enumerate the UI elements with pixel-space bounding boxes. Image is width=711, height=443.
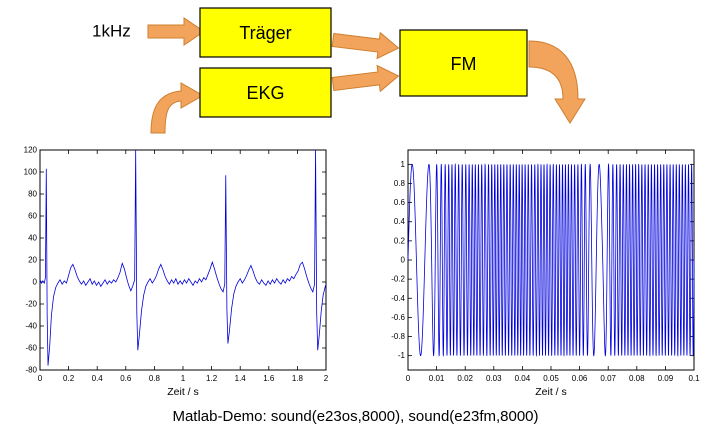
svg-text:0.04: 0.04 xyxy=(515,374,531,383)
fm-figure: 0 0.01 0.02 0.03 0.04 0.05 0.06 0.07 0.08 0.09 0.1… xyxy=(378,144,700,407)
svg-text:20: 20 xyxy=(28,256,37,265)
fm-box xyxy=(399,29,528,97)
svg-text:-1: -1 xyxy=(398,351,406,360)
svg-text:0.2: 0.2 xyxy=(63,374,75,383)
svg-text:0.8: 0.8 xyxy=(394,179,406,188)
svg-text:0.2: 0.2 xyxy=(394,236,406,245)
ekg-figure: 0 0.2 0.4 0.6 0.8 1 1.2 1.4 1.6 1.8 2 -80 -60 -40 -20 0… xyxy=(10,144,332,407)
traeger-label: Träger xyxy=(239,23,291,43)
svg-text:-60: -60 xyxy=(25,344,37,353)
svg-text:0.6: 0.6 xyxy=(120,374,132,383)
svg-text:0: 0 xyxy=(406,374,411,383)
arrow-1khz-to-traeger-icon xyxy=(147,17,205,46)
svg-text:120: 120 xyxy=(24,146,38,155)
arrow-ekg-to-fm-icon xyxy=(331,64,400,93)
ekg-label: EKG xyxy=(246,83,284,103)
svg-text:0: 0 xyxy=(401,256,406,265)
matlab-demo-caption: Matlab-Demo: sound(e23os,8000), sound(e2… xyxy=(172,408,539,425)
svg-text:1.6: 1.6 xyxy=(263,374,275,383)
fm-chart: 0 0.01 0.02 0.03 0.04 0.05 0.06 0.07 0.08 0.09 0.1… xyxy=(391,149,700,398)
traeger-box xyxy=(199,7,332,58)
svg-text:0.01: 0.01 xyxy=(429,374,445,383)
svg-text:0.05: 0.05 xyxy=(543,374,559,383)
svg-text:-20: -20 xyxy=(25,300,37,309)
svg-text:0.4: 0.4 xyxy=(92,374,104,383)
svg-text:0.03: 0.03 xyxy=(486,374,502,383)
svg-text:0.8: 0.8 xyxy=(149,374,161,383)
svg-text:-40: -40 xyxy=(25,322,37,331)
svg-text:1.2: 1.2 xyxy=(206,374,218,383)
fm-label: FM xyxy=(451,54,477,74)
svg-text:0.09: 0.09 xyxy=(658,374,674,383)
svg-text:1: 1 xyxy=(181,374,186,383)
svg-text:-0.6: -0.6 xyxy=(391,313,405,322)
block-diagram: 1kHz Träger EKG FM xyxy=(92,7,586,134)
svg-text:2: 2 xyxy=(324,374,329,383)
svg-text:1.4: 1.4 xyxy=(235,374,247,383)
svg-text:80: 80 xyxy=(28,190,37,199)
svg-text:60: 60 xyxy=(28,212,37,221)
input-frequency-label: 1kHz xyxy=(92,22,131,41)
arrow-out-of-fm-icon xyxy=(528,40,586,124)
svg-text:40: 40 xyxy=(28,234,37,243)
svg-text:1.8: 1.8 xyxy=(292,374,304,383)
svg-text:0.07: 0.07 xyxy=(600,374,616,383)
svg-text:Zeit / s: Zeit / s xyxy=(535,386,567,398)
ekg-box xyxy=(199,67,332,118)
svg-text:0.08: 0.08 xyxy=(629,374,645,383)
arrow-traeger-to-fm-icon xyxy=(331,31,400,60)
svg-text:0.4: 0.4 xyxy=(394,217,406,226)
svg-text:-0.8: -0.8 xyxy=(391,332,405,341)
svg-text:-80: -80 xyxy=(25,366,37,375)
svg-text:-0.2: -0.2 xyxy=(391,275,405,284)
svg-text:1: 1 xyxy=(401,160,406,169)
svg-text:0.6: 0.6 xyxy=(394,198,406,207)
arrow-into-ekg-icon xyxy=(150,82,205,134)
svg-text:-0.4: -0.4 xyxy=(391,294,405,303)
ekg-chart: 0 0.2 0.4 0.6 0.8 1 1.2 1.4 1.6 1.8 2 -80 -60 -40 -20 0… xyxy=(24,146,329,399)
svg-text:0: 0 xyxy=(33,278,38,287)
svg-text:Zeit / s: Zeit / s xyxy=(167,386,199,398)
svg-text:0.06: 0.06 xyxy=(572,374,588,383)
svg-text:100: 100 xyxy=(24,168,38,177)
svg-text:0: 0 xyxy=(38,374,43,383)
svg-text:0.02: 0.02 xyxy=(457,374,473,383)
svg-text:0.1: 0.1 xyxy=(688,374,700,383)
